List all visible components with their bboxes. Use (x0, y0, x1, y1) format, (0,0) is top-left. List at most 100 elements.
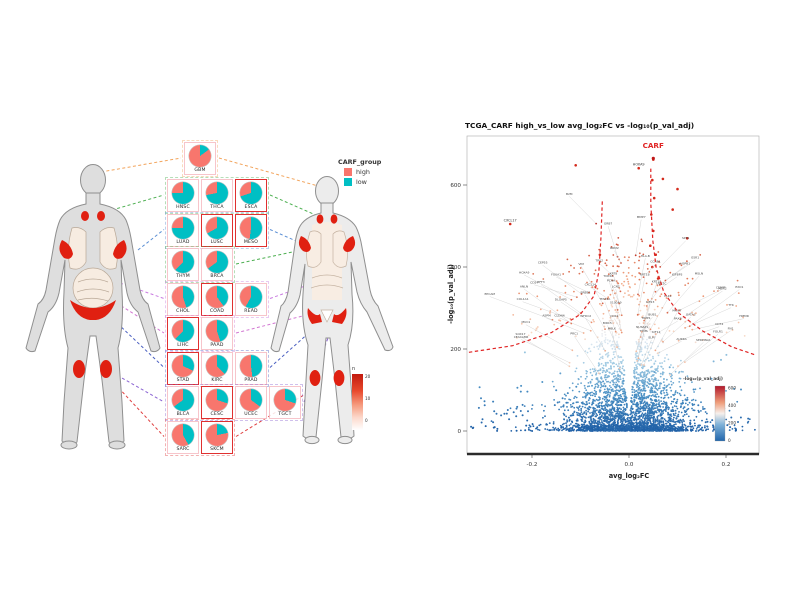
data-point (649, 407, 651, 410)
data-point (704, 429, 707, 432)
gene-label: KRT19 (652, 279, 662, 283)
data-point (536, 326, 539, 328)
leader-line (546, 317, 584, 334)
data-point (635, 422, 638, 424)
data-point (665, 401, 668, 404)
data-point (595, 393, 597, 395)
data-point (597, 403, 600, 405)
data-point (595, 425, 598, 428)
pie-disc (240, 389, 262, 411)
threshold-dashed-curves (468, 168, 757, 356)
data-point (644, 341, 647, 344)
data-point (678, 381, 681, 383)
data-point (637, 397, 640, 400)
data-point (685, 428, 688, 431)
data-point (604, 262, 607, 265)
leader-line (662, 317, 691, 342)
data-point (624, 407, 627, 410)
pie-CHOL: CHOL (167, 282, 199, 316)
data-point (500, 414, 503, 417)
data-point (588, 397, 591, 400)
data-point (622, 417, 625, 420)
data-point (577, 414, 580, 417)
data-point (702, 295, 705, 298)
leader-line (655, 320, 678, 335)
data-point (483, 404, 486, 407)
data-point (603, 376, 606, 379)
data-point (694, 399, 697, 402)
data-point (583, 430, 586, 432)
data-point (589, 423, 592, 426)
data-point (601, 371, 604, 374)
pie-cancer-type-label: PRAD (244, 377, 258, 383)
data-point (604, 415, 607, 418)
data-point (583, 391, 586, 394)
data-point (618, 328, 621, 330)
data-point (627, 294, 630, 296)
leader-line (574, 336, 600, 374)
data-point (596, 383, 599, 386)
data-point (618, 426, 621, 429)
gene-label: MKI67 (672, 308, 681, 312)
gene-label: TTK (727, 303, 735, 307)
data-point (614, 410, 616, 413)
data-point (729, 426, 732, 429)
pie-MESO: MESO (235, 213, 267, 247)
colorbar-tick-label: 400 (728, 403, 736, 408)
pie-HNSC: HNSC (167, 179, 199, 212)
data-point (555, 389, 558, 392)
data-point (634, 426, 637, 429)
data-point (627, 290, 629, 292)
data-point (601, 367, 604, 369)
data-point (667, 413, 669, 416)
data-point (619, 397, 622, 400)
data-point (651, 399, 653, 402)
data-point (570, 414, 573, 417)
data-point (617, 365, 619, 368)
gene-label: BUB1 (648, 313, 656, 317)
data-point (585, 370, 588, 372)
data-point (666, 378, 668, 381)
data-point (679, 394, 682, 397)
data-point (647, 417, 650, 420)
data-point (623, 423, 626, 426)
data-point (609, 359, 611, 362)
data-point (740, 388, 742, 391)
data-point (704, 426, 706, 429)
data-point (624, 413, 627, 416)
labeled-data-point (677, 339, 680, 342)
data-point (614, 428, 617, 431)
data-point (677, 421, 680, 423)
data-point (671, 406, 674, 409)
data-point (573, 428, 575, 431)
data-point (599, 418, 602, 420)
data-point (619, 410, 621, 413)
data-point (602, 385, 604, 388)
data-point (638, 252, 641, 255)
data-point (596, 345, 599, 348)
data-point (697, 411, 700, 413)
data-point (617, 347, 620, 350)
leader-line (614, 318, 622, 331)
data-point (613, 378, 616, 380)
data-point (640, 423, 643, 425)
data-point (614, 394, 616, 397)
data-point (684, 284, 687, 286)
data-point (576, 355, 579, 357)
data-point (581, 424, 584, 427)
leader-line (659, 265, 686, 286)
data-point (641, 407, 644, 410)
data-point (615, 389, 618, 391)
data-point (606, 339, 609, 341)
data-point (662, 412, 664, 415)
data-point (741, 425, 744, 428)
data-point (593, 346, 596, 349)
data-point (618, 407, 621, 410)
data-point (585, 393, 587, 395)
data-point (612, 424, 615, 427)
male-body-silhouette (25, 164, 161, 450)
data-point (634, 283, 636, 286)
data-point (566, 428, 569, 431)
data-point (691, 403, 694, 405)
data-point (614, 309, 617, 311)
